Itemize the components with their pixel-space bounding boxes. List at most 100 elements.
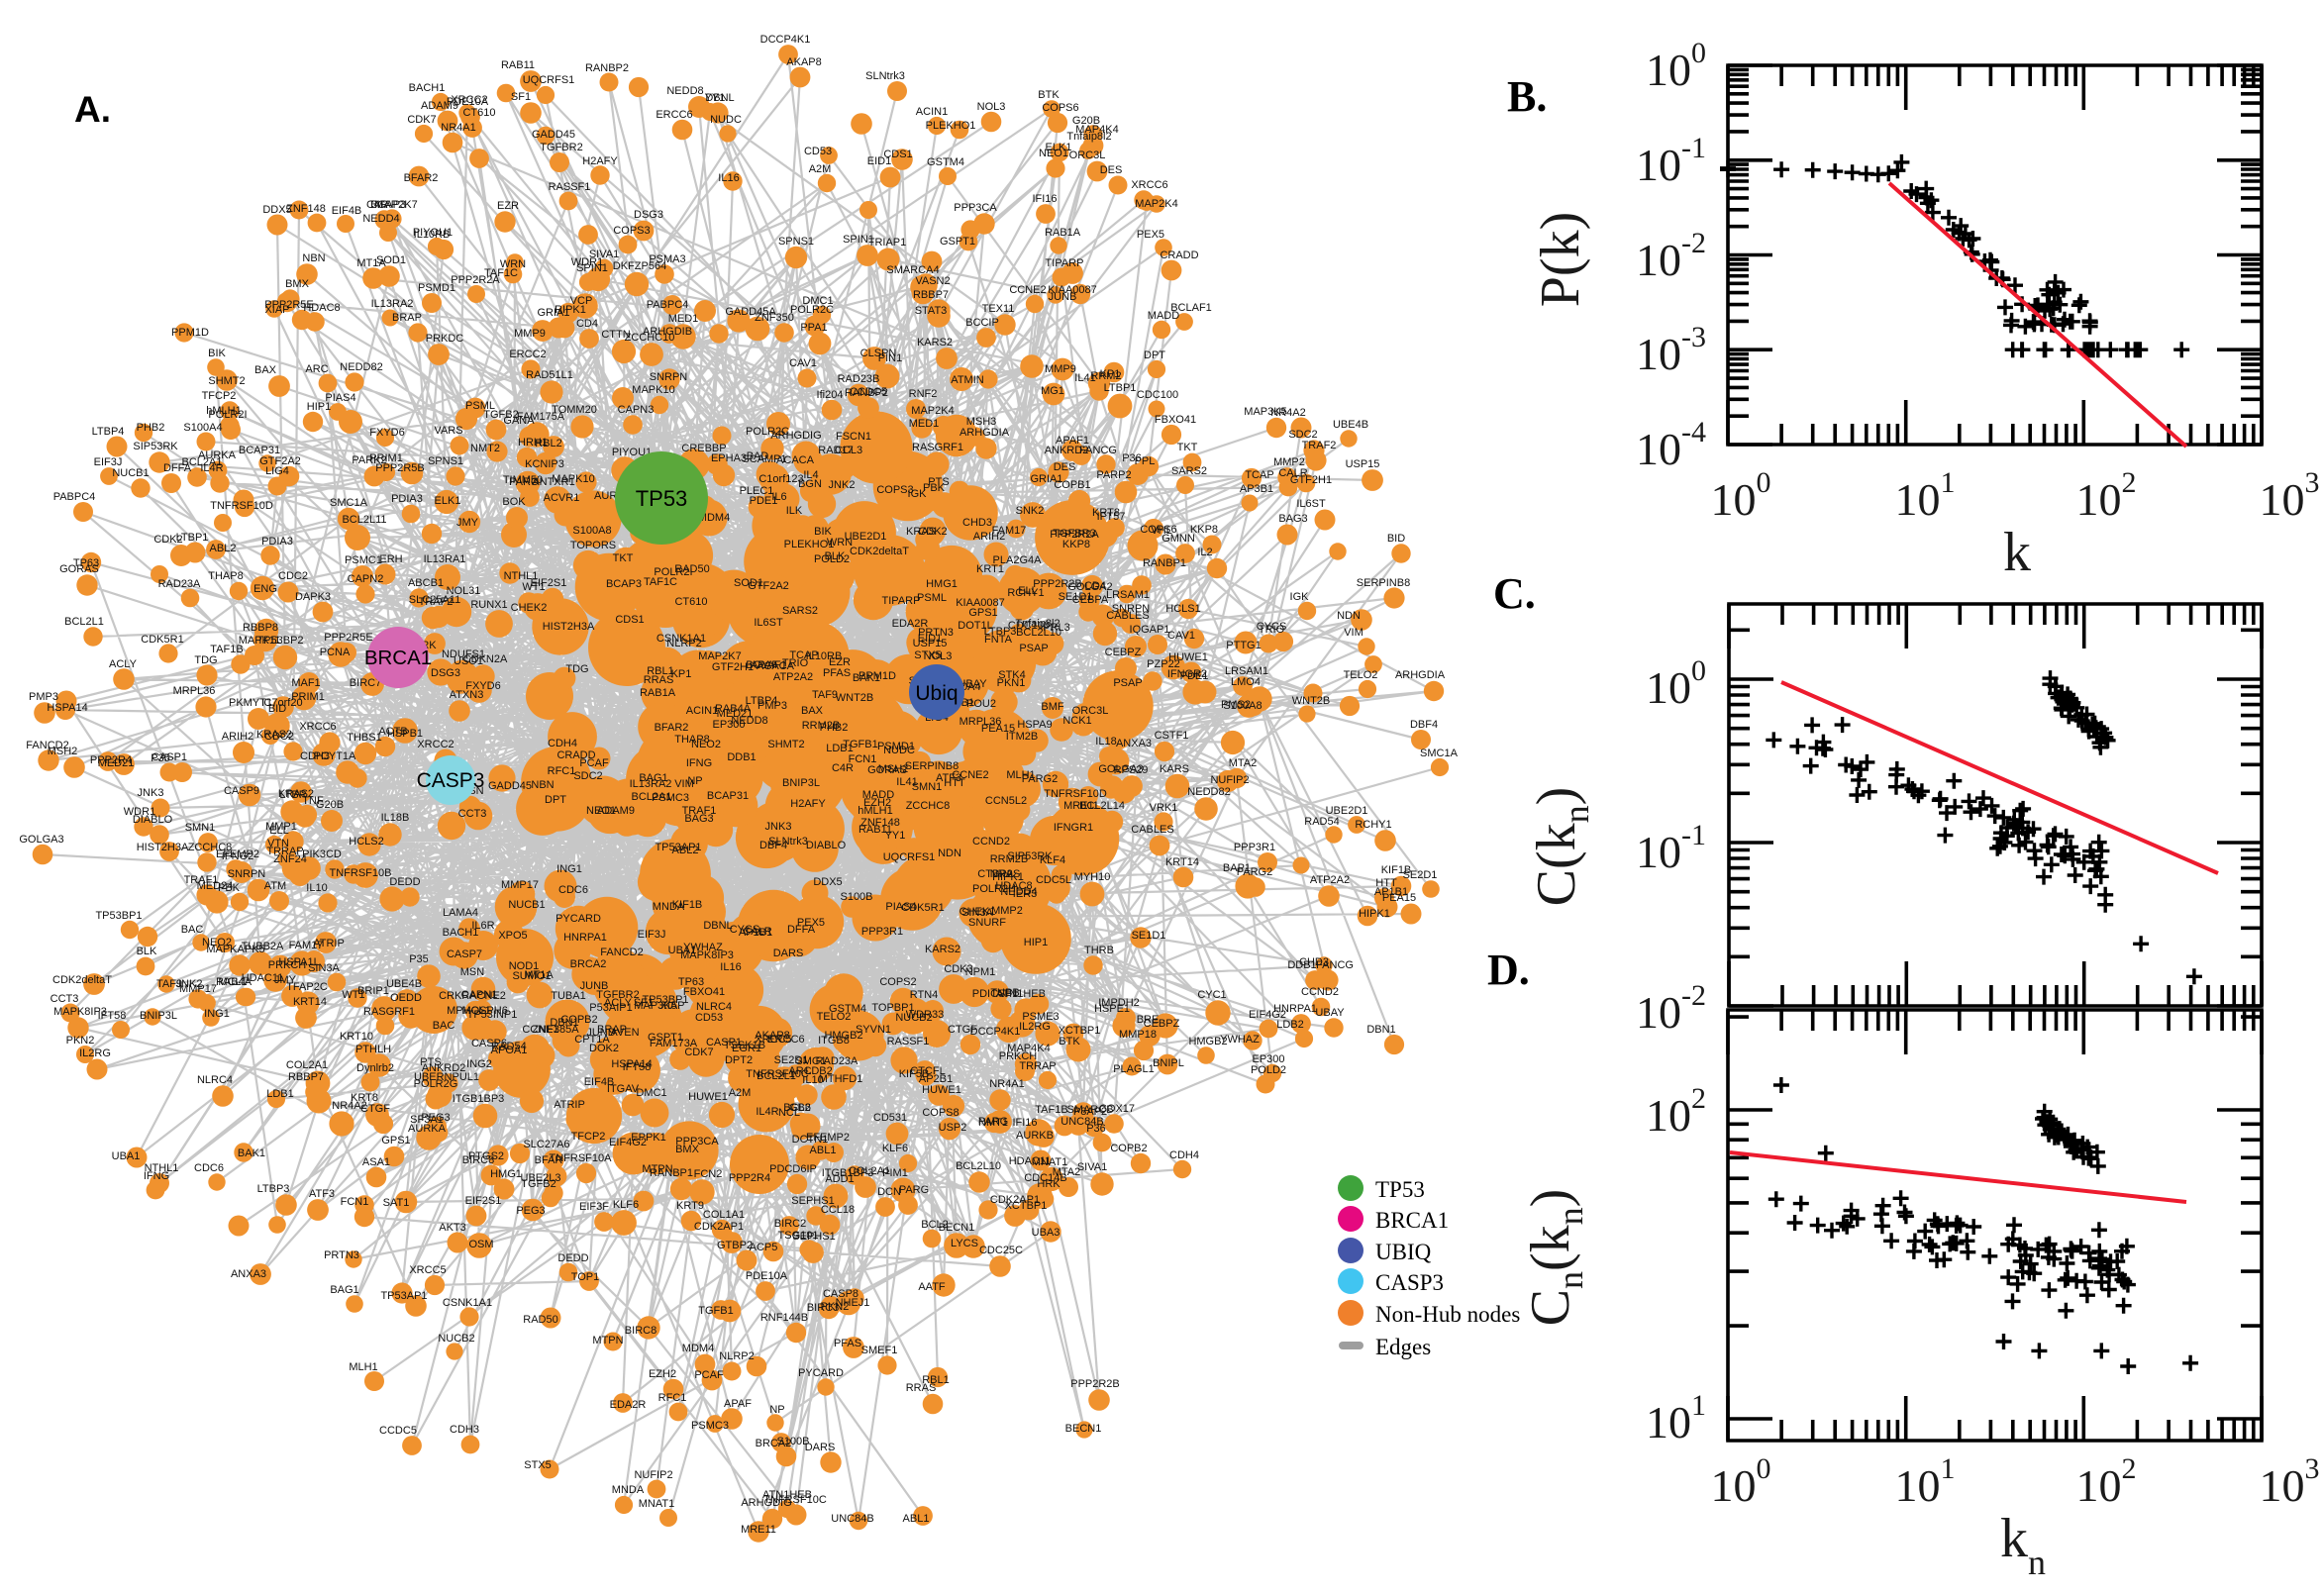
svg-text:PRL3: PRL3	[1043, 622, 1070, 634]
svg-text:JNK2: JNK2	[176, 978, 203, 990]
svg-text:OEDD: OEDD	[390, 992, 422, 1004]
svg-text:PDIA3: PDIA3	[391, 493, 423, 505]
svg-text:BMX: BMX	[285, 278, 310, 290]
svg-text:GSPT1: GSPT1	[940, 236, 975, 248]
svg-text:TSG101: TSG101	[778, 1230, 819, 1242]
svg-text:CSNK1A1: CSNK1A1	[443, 1297, 492, 1309]
svg-text:NEO2: NEO2	[202, 937, 232, 948]
svg-text:KIF1B: KIF1B	[1381, 864, 1412, 876]
svg-text:IGK: IGK	[908, 488, 928, 500]
svg-text:UBE2D1: UBE2D1	[1326, 805, 1368, 817]
svg-text:ABL2: ABL2	[210, 543, 237, 554]
svg-text:LTBP3: LTBP3	[984, 626, 1017, 638]
svg-text:MRPL36: MRPL36	[173, 685, 216, 697]
svg-text:PLEKHO1: PLEKHO1	[784, 539, 835, 550]
svg-text:ANXA3: ANXA3	[1116, 738, 1152, 749]
svg-text:UBE2D1: UBE2D1	[845, 531, 887, 543]
svg-text:TFCP2: TFCP2	[202, 390, 237, 402]
svg-text:CCL18: CCL18	[821, 1204, 855, 1216]
svg-text:KRT14: KRT14	[293, 996, 327, 1008]
svg-text:NEO1: NEO1	[586, 805, 616, 817]
svg-text:KP1: KP1	[1100, 368, 1121, 380]
svg-text:LDB1: LDB1	[266, 1088, 294, 1100]
svg-text:MTA2: MTA2	[1053, 1166, 1081, 1178]
svg-text:HMG1: HMG1	[926, 578, 958, 590]
svg-text:GADD45A: GADD45A	[725, 306, 776, 318]
svg-text:PRIM1: PRIM1	[369, 452, 403, 464]
svg-text:BIK: BIK	[208, 348, 226, 359]
svg-text:CCL3: CCL3	[835, 445, 862, 456]
svg-text:DSG3: DSG3	[634, 209, 663, 221]
svg-text:CAV1: CAV1	[789, 357, 817, 369]
svg-text:TELO2: TELO2	[1344, 669, 1378, 681]
svg-text:100: 100	[1646, 37, 1706, 95]
svg-text:ACLY: ACLY	[109, 658, 138, 670]
svg-text:PDE1: PDE1	[750, 495, 778, 507]
svg-text:NOL3: NOL3	[977, 101, 1006, 113]
svg-text:DDB1: DDB1	[727, 751, 756, 763]
svg-text:WT1: WT1	[342, 989, 364, 1001]
svg-text:PTHLH: PTHLH	[355, 1044, 391, 1055]
svg-text:GPS1: GPS1	[968, 607, 997, 619]
svg-text:SLNtrk3: SLNtrk3	[865, 70, 905, 82]
svg-text:PKN2: PKN2	[66, 1035, 95, 1047]
svg-text:RPS29: RPS29	[1114, 764, 1149, 776]
svg-text:MG1: MG1	[1041, 385, 1064, 397]
svg-text:BCLAF1: BCLAF1	[746, 659, 787, 671]
svg-text:PDIA3: PDIA3	[261, 536, 293, 548]
svg-text:HSPE1: HSPE1	[1094, 1003, 1130, 1015]
svg-text:BAG3: BAG3	[1278, 513, 1307, 525]
svg-text:MED21: MED21	[717, 708, 754, 720]
svg-text:MMP17: MMP17	[501, 879, 539, 891]
svg-text:NUCB2: NUCB2	[438, 1333, 474, 1345]
svg-text:FSCN1: FSCN1	[836, 431, 871, 443]
svg-text:SCAMP1: SCAMP1	[742, 453, 786, 465]
svg-text:HDAC11: HDAC11	[1009, 1155, 1052, 1167]
svg-text:PPP2R4: PPP2R4	[729, 1172, 770, 1184]
svg-text:PDE1: PDE1	[1180, 670, 1209, 682]
svg-text:PCYT1A: PCYT1A	[314, 750, 356, 762]
svg-text:KP1: KP1	[671, 668, 692, 680]
svg-text:LTBP1: LTBP1	[1104, 382, 1137, 394]
svg-text:PCAF: PCAF	[579, 757, 609, 769]
svg-text:MSH2: MSH2	[878, 763, 909, 775]
svg-text:STAT3: STAT3	[915, 305, 948, 317]
svg-text:hMLH1: hMLH1	[858, 805, 892, 817]
svg-text:FANCG: FANCG	[1316, 959, 1354, 971]
svg-text:BAX: BAX	[254, 364, 277, 376]
svg-text:NOD1: NOD1	[509, 960, 540, 972]
svg-text:101: 101	[1895, 1452, 1956, 1511]
svg-text:P35: P35	[151, 752, 170, 764]
svg-text:DFFA: DFFA	[787, 924, 816, 936]
svg-text:MMP2: MMP2	[1273, 456, 1305, 468]
svg-text:TNFRSF10B: TNFRSF10B	[330, 867, 392, 879]
svg-text:GTF2H1: GTF2H1	[712, 661, 754, 673]
svg-text:ABCB1: ABCB1	[408, 577, 444, 589]
svg-text:ENG: ENG	[253, 583, 277, 595]
svg-text:FAM173A: FAM173A	[650, 1038, 698, 1049]
svg-text:FAM17: FAM17	[289, 940, 324, 951]
svg-text:NEDD8: NEDD8	[666, 85, 703, 97]
svg-text:MSH2: MSH2	[48, 746, 78, 757]
svg-text:STK4: STK4	[998, 669, 1026, 681]
svg-text:COPB2: COPB2	[560, 1014, 597, 1026]
svg-text:A.: A.	[74, 89, 111, 130]
svg-text:CRKRACNE2: CRKRACNE2	[439, 990, 506, 1002]
svg-text:ITGAV: ITGAV	[607, 1083, 640, 1095]
svg-text:C(kn): C(kn)	[1526, 787, 1596, 907]
svg-text:MAP2K4: MAP2K4	[911, 405, 954, 417]
svg-text:DEDD: DEDD	[557, 1252, 588, 1264]
svg-text:RTN4: RTN4	[910, 989, 939, 1001]
svg-text:MMP17: MMP17	[179, 983, 217, 995]
svg-text:SIVA1: SIVA1	[589, 249, 619, 260]
svg-text:CALR: CALR	[743, 926, 771, 938]
svg-text:WNT2B: WNT2B	[1292, 695, 1331, 707]
svg-text:MED1: MED1	[909, 418, 940, 430]
svg-text:A2M: A2M	[729, 1087, 752, 1099]
svg-text:EPHA3: EPHA3	[711, 452, 747, 464]
svg-text:TSSK1B: TSSK1B	[724, 1040, 765, 1051]
svg-text:RAB1A: RAB1A	[1045, 227, 1081, 239]
svg-text:EP300: EP300	[1252, 1053, 1284, 1065]
svg-text:A2M: A2M	[809, 163, 832, 175]
svg-text:CDC100: CDC100	[1008, 620, 1050, 632]
